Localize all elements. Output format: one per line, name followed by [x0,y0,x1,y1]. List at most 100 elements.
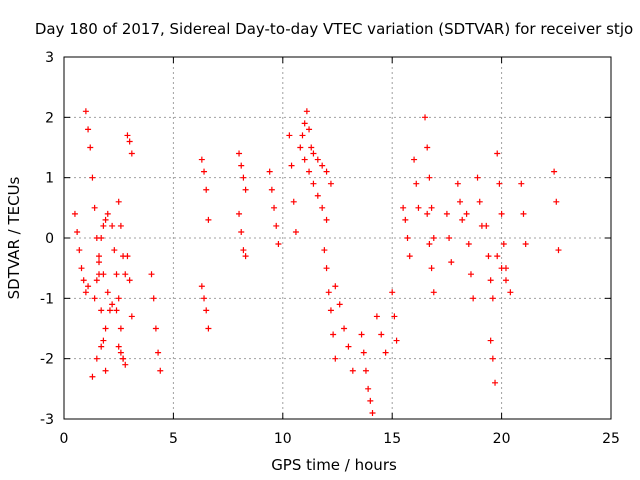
data-point [126,277,133,284]
data-point [109,222,116,229]
data-point [522,241,529,248]
series-sat-ak [494,253,514,296]
data-point [332,355,339,362]
x-tick-label: 10 [274,431,292,447]
data-point [102,367,109,374]
x-tick-label: 0 [60,431,69,447]
data-point [430,235,437,241]
data-point [448,259,455,266]
data-point [100,222,107,229]
data-point [336,301,343,308]
data-point [100,271,107,278]
data-point [507,289,514,296]
data-point [487,337,494,344]
data-point [102,325,109,332]
data-point [424,144,431,151]
y-tick-label: 2 [45,110,54,126]
data-point [117,349,124,356]
data-point [498,210,505,217]
data-point [362,367,369,374]
data-point [365,385,372,392]
data-point [113,271,120,278]
data-point [152,325,159,332]
data-point [89,174,96,181]
data-point [148,271,155,278]
data-point [128,313,135,320]
data-point [369,409,376,416]
data-point [459,216,466,223]
series-sat-af [463,210,477,302]
series-sat-b [82,108,109,374]
data-point [87,144,94,151]
data-point [91,295,98,302]
data-point [198,156,205,163]
axis-ticks [63,56,612,420]
data-point [424,210,431,217]
data-point [330,331,337,338]
series-sat-a [71,210,92,296]
series-sat-ag [474,174,485,229]
data-point [367,397,374,404]
data-point [308,144,315,151]
data-point [463,210,470,217]
data-point [98,235,105,241]
data-point [310,150,317,157]
data-point [301,120,308,127]
data-point [238,228,245,235]
data-point [201,295,208,302]
data-point [382,349,389,356]
data-point [457,198,464,205]
data-point [393,337,400,344]
data-point [323,216,330,223]
series-sat-l [198,156,212,223]
data-point [325,289,332,296]
series-sat-ai [487,337,499,386]
data-point [89,373,96,380]
data-point [483,222,490,229]
data-point [292,228,299,235]
chart-title: Day 180 of 2017, Sidereal Day-to-day VTE… [35,20,633,38]
data-point [303,108,310,115]
data-point [319,204,326,211]
data-point [109,301,116,308]
data-point [85,283,92,290]
y-axis-label: SDTVAR / TECUs [5,176,23,299]
data-point [492,379,499,386]
data-point [345,343,352,350]
series-sat-ae [454,180,466,223]
x-tick-label: 15 [383,431,401,447]
series-sat-ad [443,210,455,266]
y-tick-label: -1 [40,291,54,307]
data-point [286,132,293,139]
data-point [96,253,103,260]
data-point [489,295,496,302]
data-point [201,168,208,175]
data-point [428,265,435,272]
data-point [117,222,124,229]
data-point [404,235,411,241]
data-point [236,150,243,157]
data-point [122,271,129,278]
data-point [301,156,308,163]
data-point [314,192,321,199]
series-sat-z [400,204,413,260]
data-point [82,108,89,115]
x-tick-labels: 0 5 10 15 20 25 [60,431,620,447]
data-point [358,331,365,338]
series-sat-q [286,132,299,235]
data-point [242,186,249,193]
data-point [487,277,494,284]
data-point [341,325,348,332]
data-point [85,126,92,133]
data-point [476,198,483,205]
data-point [467,271,474,278]
data-point [157,367,164,374]
data-point [80,277,87,284]
series-sat-t [310,150,334,187]
data-point [555,247,562,254]
data-point [98,343,105,350]
data-point [113,307,120,314]
data-point [551,168,558,175]
data-point [117,325,124,332]
